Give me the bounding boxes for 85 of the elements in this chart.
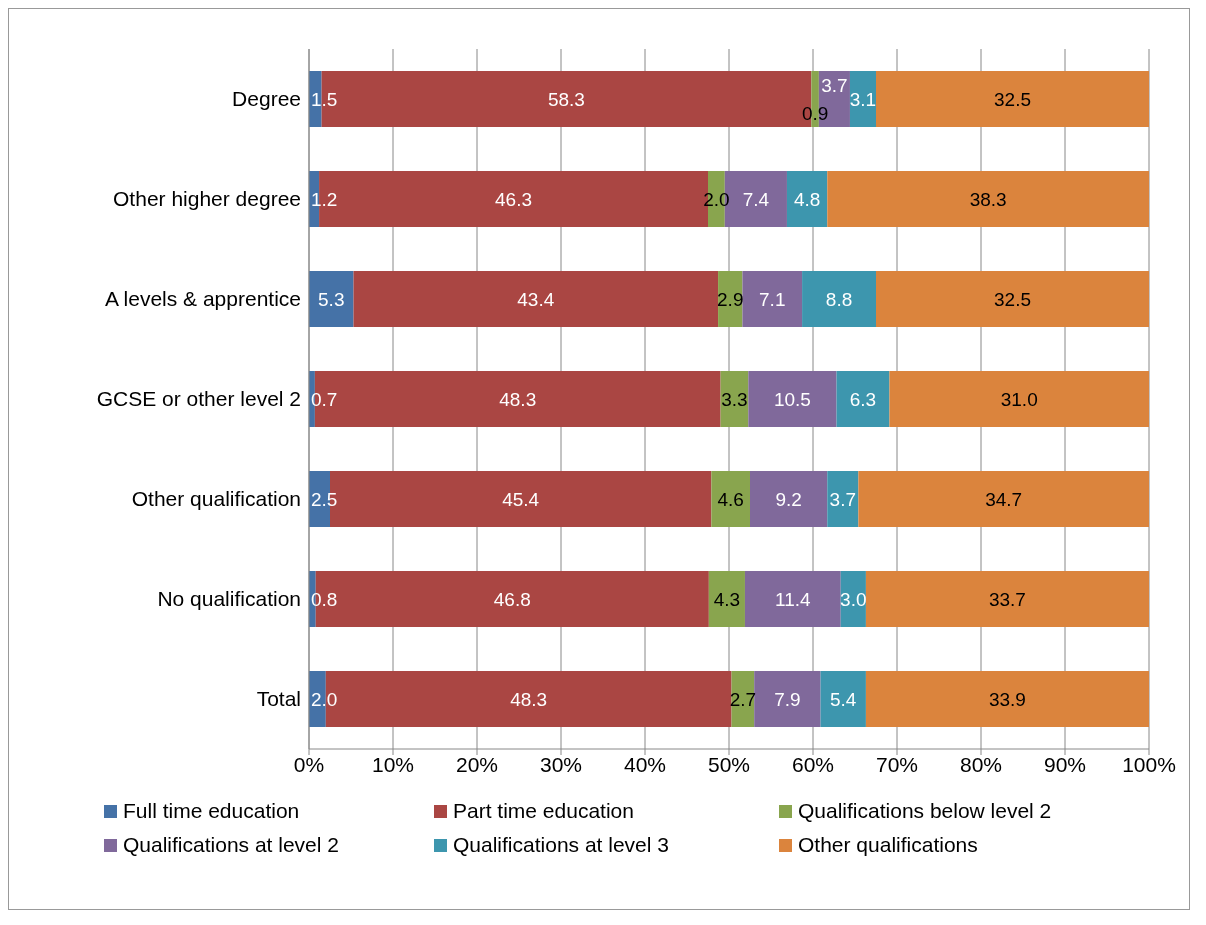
bar — [849, 71, 876, 127]
y-tick-label: Other qualification — [131, 487, 301, 511]
y-tick-label: Degree — [232, 87, 301, 111]
bar — [754, 671, 821, 727]
x-tick-label: 90% — [1043, 752, 1087, 776]
x-tick-label: 70% — [875, 752, 919, 776]
data-label: 9.2 — [775, 488, 802, 510]
data-label: 7.4 — [742, 188, 770, 210]
data-label: 2.0 — [311, 688, 338, 710]
bar — [711, 471, 750, 527]
bar — [827, 171, 1149, 227]
bar — [742, 271, 803, 327]
bar — [750, 471, 828, 527]
bar — [748, 371, 837, 427]
data-label: 8.8 — [825, 288, 853, 310]
data-label: 0.7 — [311, 388, 338, 410]
x-tick-label: 60% — [791, 752, 835, 776]
bar — [876, 71, 1149, 127]
data-label: 3.7 — [821, 74, 848, 96]
data-label: 32.5 — [994, 288, 1031, 310]
legend-label: Qualifications at level 2 — [123, 833, 339, 857]
data-label: 4.3 — [713, 588, 741, 610]
data-label: 5.4 — [830, 688, 857, 710]
bar — [865, 571, 1149, 627]
data-label: 5.3 — [318, 288, 345, 310]
data-label: 1.5 — [311, 88, 338, 110]
data-label: 11.4 — [775, 588, 812, 610]
data-label: 31.0 — [1000, 388, 1038, 410]
y-tick-label: Total — [256, 687, 301, 711]
data-label: 3.7 — [829, 488, 857, 510]
y-tick-label: A levels & apprentice — [104, 287, 301, 311]
x-tick-label: 20% — [455, 752, 499, 776]
data-label: 10.5 — [773, 388, 811, 410]
data-label: 7.9 — [774, 688, 801, 710]
bar — [889, 371, 1149, 427]
y-tick-label: Other higher degree — [113, 187, 301, 211]
legend-label: Qualifications below level 2 — [798, 799, 1052, 823]
data-label: 33.7 — [988, 588, 1026, 610]
data-label: 34.7 — [985, 488, 1023, 510]
bar — [353, 271, 719, 327]
legend-label: Full time education — [123, 799, 300, 823]
data-label: 7.1 — [759, 288, 786, 310]
x-tick-label: 100% — [1122, 752, 1176, 776]
x-tick-label: 50% — [707, 752, 751, 776]
bar — [876, 271, 1149, 327]
data-label: 48.3 — [510, 688, 548, 710]
data-label: 43.4 — [517, 288, 555, 310]
data-label: 46.8 — [493, 588, 531, 610]
bar — [820, 671, 866, 727]
bar — [744, 571, 841, 627]
data-label: 3.1 — [849, 88, 877, 110]
bar — [802, 271, 876, 327]
x-tick-label: 0% — [293, 752, 325, 776]
bar — [827, 471, 859, 527]
bar — [865, 671, 1149, 727]
x-tick-label: 10% — [371, 752, 415, 776]
data-label: 45.4 — [502, 488, 540, 510]
data-label: 3.0 — [840, 588, 867, 610]
data-label: 33.9 — [988, 688, 1026, 710]
bar — [708, 571, 745, 627]
x-tick-label: 40% — [623, 752, 667, 776]
x-tick-label: 30% — [539, 752, 583, 776]
data-label: 0.8 — [311, 588, 338, 610]
bar — [858, 471, 1149, 527]
data-label: 2.5 — [311, 488, 338, 510]
data-label: 4.6 — [717, 488, 744, 510]
bar — [786, 171, 828, 227]
legend-label: Other qualifications — [798, 833, 978, 857]
x-tick-label: 80% — [959, 752, 1003, 776]
data-label: 32.5 — [994, 88, 1031, 110]
data-label: 48.3 — [499, 388, 537, 410]
legend-label: Part time education — [453, 799, 634, 823]
y-tick-label: No qualification — [157, 587, 301, 611]
data-label: 4.8 — [793, 188, 821, 210]
legend-label: Qualifications at level 3 — [453, 833, 669, 857]
bar — [836, 371, 890, 427]
data-label: 1.2 — [311, 188, 338, 210]
data-label: 46.3 — [495, 188, 533, 210]
data-label: 58.3 — [547, 88, 585, 110]
data-label: 3.3 — [721, 388, 748, 410]
bar — [309, 271, 354, 327]
data-label: 6.3 — [849, 388, 877, 410]
data-label: 38.3 — [969, 188, 1007, 210]
y-tick-label: GCSE or other level 2 — [96, 387, 301, 411]
data-label: 2.9 — [717, 288, 744, 310]
